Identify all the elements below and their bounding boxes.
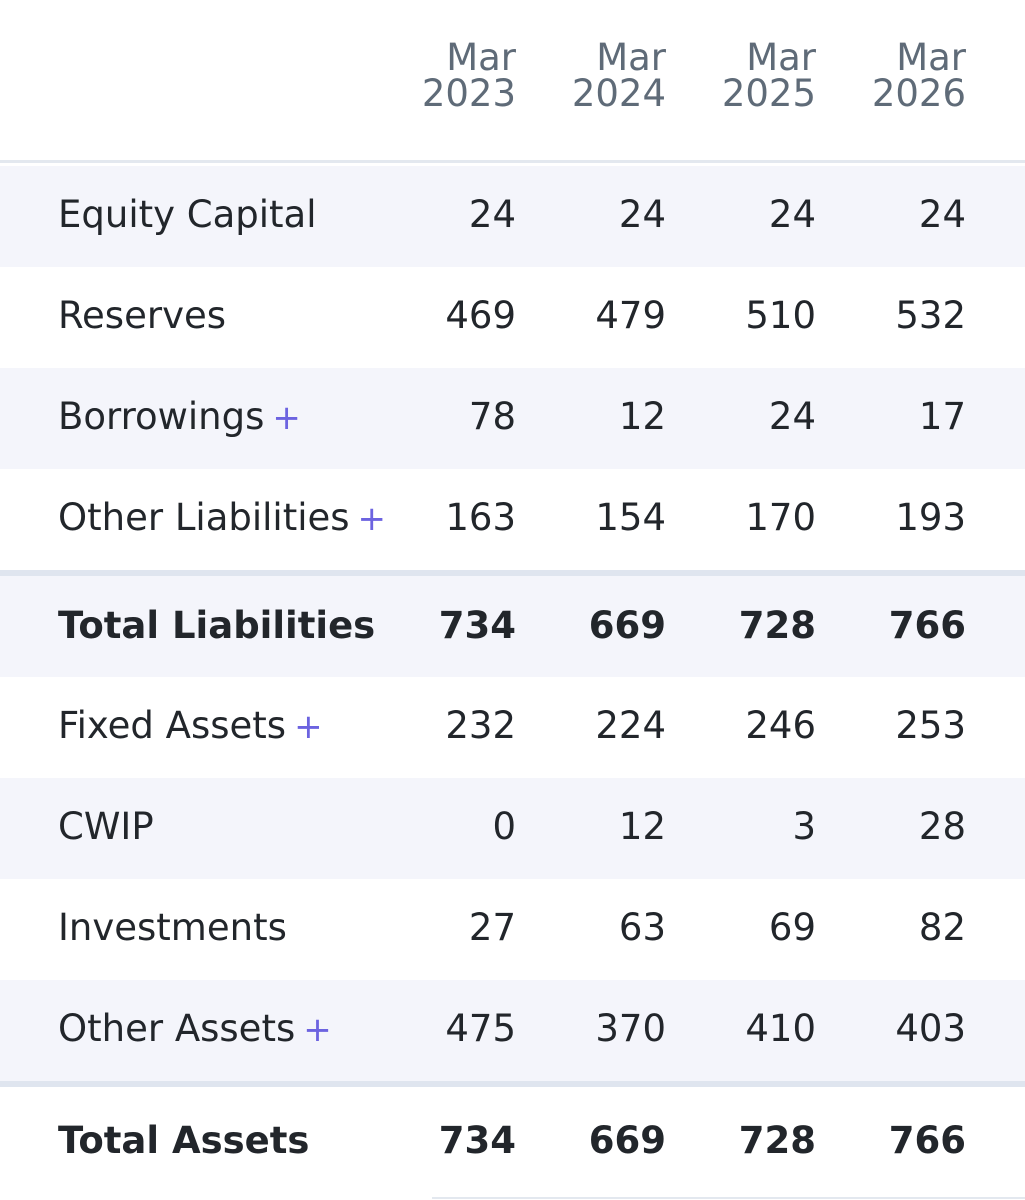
table-cell: 28 <box>918 805 966 848</box>
table-cell: 728 <box>738 1119 816 1162</box>
row-label: Investments <box>58 906 287 949</box>
column-header-mar-2023: Mar 2023 <box>366 36 516 115</box>
table-cell: 24 <box>768 395 816 438</box>
table-cell: 479 <box>595 294 666 337</box>
row-label: CWIP <box>58 805 154 848</box>
table-row-other-liabilities[interactable]: Other Liabilities + 163 154 170 193 <box>0 469 1025 570</box>
row-label-expandable[interactable]: Fixed Assets + <box>58 704 323 747</box>
table-cell: 403 <box>895 1007 966 1050</box>
column-header-mar-2025: Mar 2025 <box>666 36 816 115</box>
column-header-mar-2024: Mar 2024 <box>516 36 666 115</box>
plus-icon[interactable]: + <box>357 499 387 539</box>
table-cell: 766 <box>888 604 966 647</box>
column-year: 2023 <box>421 72 516 115</box>
table-row-reserves: Reserves 469 479 510 532 <box>0 267 1025 368</box>
table-cell: 78 <box>468 395 516 438</box>
table-cell: 27 <box>468 906 516 949</box>
table-cell: 3 <box>792 805 816 848</box>
row-label-expandable[interactable]: Other Liabilities + <box>58 496 386 539</box>
plus-icon[interactable]: + <box>303 1010 332 1050</box>
table-cell: 17 <box>918 395 966 438</box>
row-label-text: Fixed Assets <box>58 704 287 747</box>
row-label: Equity Capital <box>58 193 317 236</box>
table-cell: 63 <box>618 906 666 949</box>
column-month: Mar <box>896 36 966 79</box>
plus-icon[interactable]: + <box>294 707 323 747</box>
table-cell: 246 <box>745 704 816 747</box>
table-cell: 734 <box>438 604 516 647</box>
table-cell: 253 <box>895 704 966 747</box>
column-year: 2026 <box>871 72 966 115</box>
table-cell: 734 <box>438 1119 516 1162</box>
table-cell: 24 <box>768 193 816 236</box>
column-month: Mar <box>596 36 666 79</box>
table-cell: 24 <box>618 193 666 236</box>
column-header-mar-2026: Mar 2026 <box>816 36 966 115</box>
table-cell: 193 <box>895 496 966 539</box>
table-row-total-assets: Total Assets 734 669 728 766 <box>0 1081 1025 1197</box>
table-cell: 224 <box>595 704 666 747</box>
table-row-fixed-assets[interactable]: Fixed Assets + 232 224 246 253 <box>0 677 1025 778</box>
table-cell: 370 <box>595 1007 666 1050</box>
column-year: 2025 <box>721 72 816 115</box>
row-label: Reserves <box>58 294 226 337</box>
table-cell: 532 <box>895 294 966 337</box>
table-row-borrowings[interactable]: Borrowings + 78 12 24 17 <box>0 368 1025 469</box>
table-cell: 510 <box>745 294 816 337</box>
row-label: Total Liabilities <box>58 604 376 647</box>
table-cell: 154 <box>595 496 666 539</box>
table-cell: 12 <box>618 395 666 438</box>
table-header: Mar 2023 Mar 2024 Mar 2025 Mar 2026 <box>0 0 1025 163</box>
table-row-cwip: CWIP 0 12 3 28 <box>0 778 1025 879</box>
table-cell: 766 <box>888 1119 966 1162</box>
table-cell: 669 <box>588 1119 666 1162</box>
table-cell: 69 <box>768 906 816 949</box>
table-cell: 469 <box>445 294 516 337</box>
table-cell: 170 <box>745 496 816 539</box>
table-cell: 410 <box>745 1007 816 1050</box>
table-row-total-liabilities: Total Liabilities 734 669 728 766 <box>0 570 1025 677</box>
table-cell: 0 <box>492 805 516 848</box>
row-label-expandable[interactable]: Other Assets + <box>58 1007 332 1050</box>
column-year: 2024 <box>571 72 666 115</box>
table-cell: 728 <box>738 604 816 647</box>
table-row-other-assets[interactable]: Other Assets + 475 370 410 403 <box>0 980 1025 1081</box>
table-cell: 82 <box>918 906 966 949</box>
table-bottom-divider <box>432 1197 1025 1199</box>
table-row-investments: Investments 27 63 69 82 <box>0 879 1025 980</box>
table-cell: 163 <box>445 496 516 539</box>
row-label: Total Assets <box>58 1119 310 1162</box>
column-month: Mar <box>746 36 816 79</box>
plus-icon[interactable]: + <box>272 398 301 438</box>
table-cell: 24 <box>918 193 966 236</box>
row-label-text: Other Assets <box>58 1007 296 1050</box>
row-label-text: Borrowings <box>58 395 265 438</box>
table-cell: 24 <box>468 193 516 236</box>
table-cell: 12 <box>618 805 666 848</box>
table-row-equity-capital: Equity Capital 24 24 24 24 <box>0 166 1025 267</box>
table-cell: 232 <box>445 704 516 747</box>
row-label-text: Other Liabilities <box>58 496 350 539</box>
table-cell: 669 <box>588 604 666 647</box>
row-label-expandable[interactable]: Borrowings + <box>58 395 301 438</box>
table-cell: 475 <box>445 1007 516 1050</box>
column-month: Mar <box>446 36 516 79</box>
